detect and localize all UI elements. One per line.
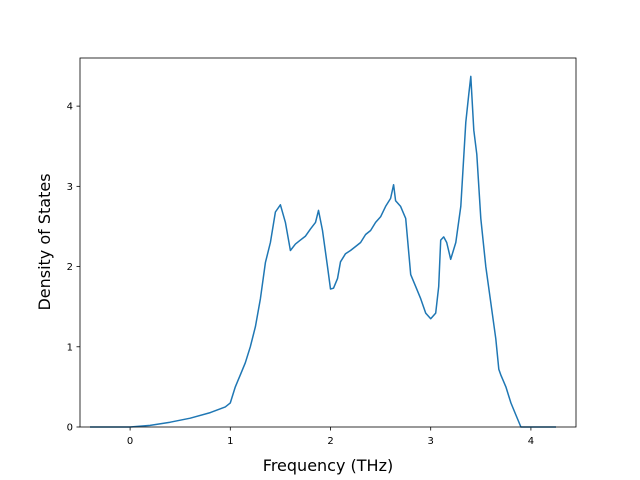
x-tick-label: 3 xyxy=(428,436,434,447)
y-axis-label: Density of States xyxy=(35,173,54,310)
dos-series-line xyxy=(90,75,556,428)
y-tick-label: 3 xyxy=(67,182,73,193)
y-tick-label: 4 xyxy=(67,102,73,113)
x-tick-label: 0 xyxy=(127,436,133,447)
x-tick-label: 2 xyxy=(327,436,333,447)
y-tick-label: 0 xyxy=(67,423,73,434)
x-tick-label: 4 xyxy=(528,436,534,447)
x-tick-label: 1 xyxy=(227,436,233,447)
plot-frame xyxy=(79,57,577,428)
y-tick-label: 2 xyxy=(67,262,73,273)
y-tick-label: 1 xyxy=(67,342,73,353)
axis-ticks: 0 1 2 3 4 0 1 2 3 4 xyxy=(67,102,534,447)
x-axis-label: Frequency (THz) xyxy=(263,456,393,475)
